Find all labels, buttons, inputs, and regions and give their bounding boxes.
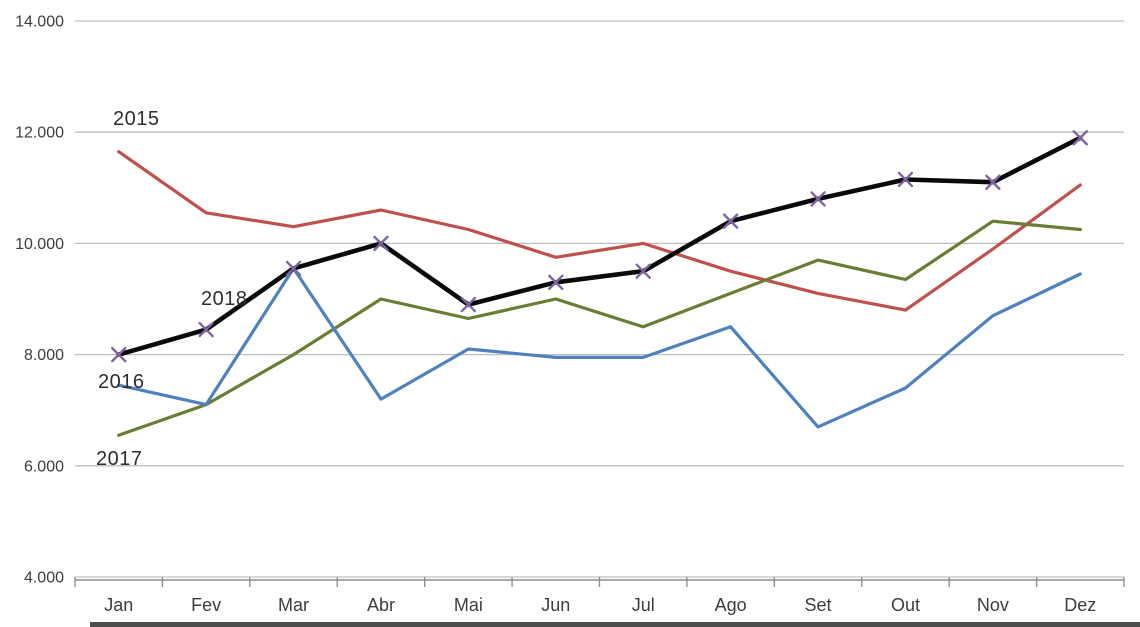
- series-line-2018: [116, 135, 1083, 357]
- x-axis-label: Abr: [367, 595, 395, 615]
- series-line-2015: [117, 150, 1082, 312]
- series-line-2016: [117, 266, 1082, 429]
- x-marker-2018: [548, 274, 564, 291]
- series-label-2017: 2017: [96, 448, 143, 470]
- x-marker-2018: [111, 346, 127, 363]
- x-axis-label: Jan: [104, 595, 133, 615]
- x-marker-2018: [635, 263, 651, 279]
- x-marker-2018: [198, 321, 214, 338]
- x-axis-label: Jul: [632, 595, 655, 615]
- series-line-2017: [117, 219, 1082, 437]
- y-axis-tick-label: 12.000: [15, 125, 64, 142]
- x-axis-label: Dez: [1064, 595, 1096, 615]
- x-axis-label: Mai: [454, 595, 483, 615]
- x-marker-2018: [1072, 130, 1088, 146]
- x-axis-label: Jun: [541, 595, 570, 615]
- y-axis-tick-label: 14.000: [15, 14, 64, 31]
- y-axis-tick-label: 6.000: [24, 458, 64, 475]
- x-marker-2018: [285, 260, 302, 277]
- x-marker-2018: [810, 191, 826, 207]
- series-label-2016: 2016: [98, 371, 145, 393]
- x-marker-2018: [985, 174, 1001, 190]
- x-axis-label: Mar: [278, 595, 309, 615]
- series-label-2018: 2018: [201, 288, 248, 310]
- bottom-divider: [90, 622, 1140, 627]
- x-axis-label: Fev: [191, 595, 221, 615]
- x-marker-2018: [373, 235, 389, 252]
- x-axis-label: Set: [805, 595, 832, 615]
- y-axis-tick-label: 8.000: [24, 347, 64, 364]
- x-marker-2018: [897, 171, 914, 188]
- y-axis-tick-label: 10.000: [15, 236, 64, 253]
- y-axis-tick-label: 4.000: [24, 570, 64, 587]
- x-marker-2018: [460, 296, 477, 313]
- x-axis-label: Nov: [977, 595, 1009, 615]
- x-axis-label: Out: [891, 595, 920, 615]
- x-axis-label: Ago: [715, 595, 747, 615]
- series-label-2015: 2015: [113, 108, 160, 130]
- x-marker-2018: [722, 213, 739, 229]
